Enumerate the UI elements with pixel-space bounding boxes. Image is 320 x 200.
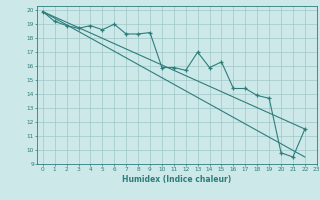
X-axis label: Humidex (Indice chaleur): Humidex (Indice chaleur) [122,175,231,184]
